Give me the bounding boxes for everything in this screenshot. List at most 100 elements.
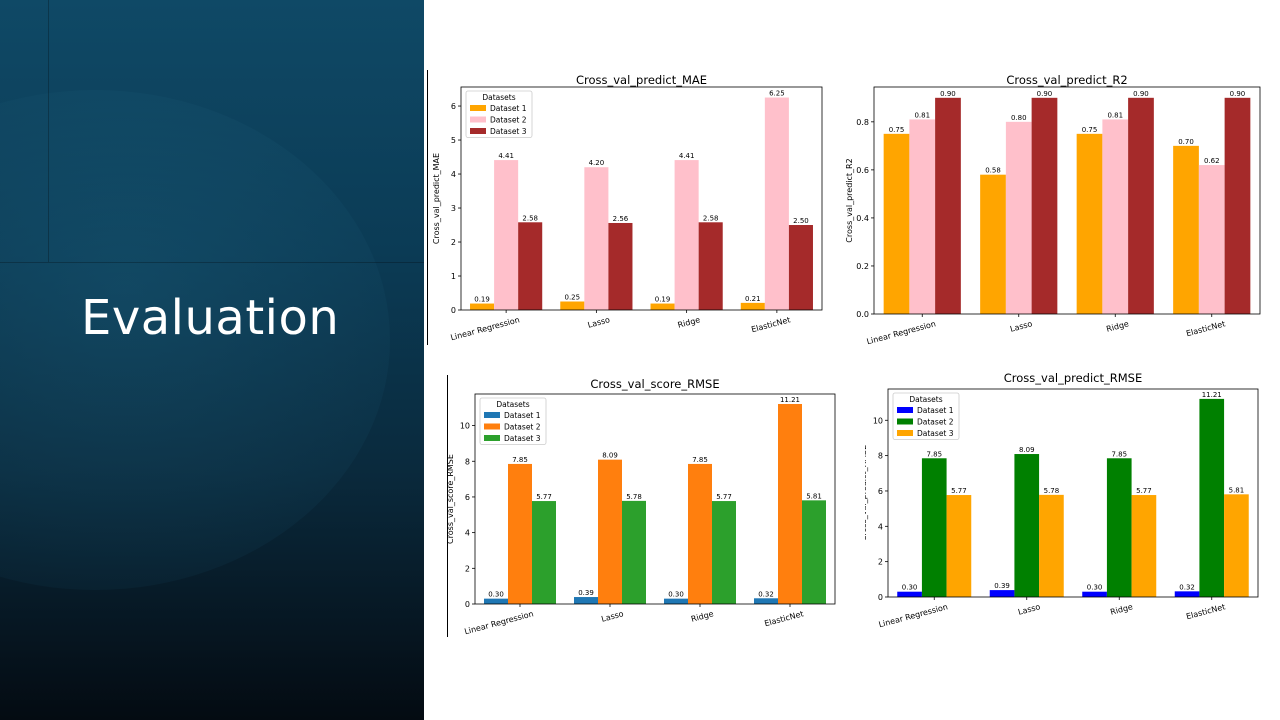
data-label: 5.77 (1136, 487, 1152, 495)
y-axis-label: Cross_val_predict_RMSE (865, 445, 868, 541)
y-tick-label: 6 (465, 493, 470, 502)
x-tick-label: ElasticNet (750, 315, 791, 334)
data-label: 0.21 (745, 295, 761, 303)
slide-title: Evaluation (81, 290, 340, 346)
data-label: 7.85 (692, 456, 708, 464)
x-tick-label: Linear Regression (463, 609, 534, 636)
y-tick-label: 0.2 (856, 262, 869, 271)
bar (1039, 494, 1064, 597)
data-label: 0.19 (474, 296, 490, 304)
data-label: 2.58 (522, 214, 538, 222)
data-label: 2.50 (793, 217, 809, 225)
data-label: 0.90 (1133, 90, 1149, 98)
chart-title: Cross_val_predict_MAE (576, 73, 707, 87)
bar (1173, 145, 1199, 314)
data-label: 0.30 (488, 591, 504, 599)
data-label: 0.39 (578, 589, 594, 597)
data-label: 0.30 (668, 591, 684, 599)
chart-divider (447, 375, 448, 637)
data-label: 5.81 (806, 492, 822, 500)
x-tick-label: Lasso (1017, 602, 1041, 617)
y-tick-label: 0.8 (856, 118, 869, 127)
data-label: 5.81 (1229, 486, 1245, 494)
bar (1199, 398, 1225, 597)
x-tick-label: Linear Regression (878, 602, 949, 629)
data-label: 5.77 (716, 493, 732, 501)
bar (946, 495, 972, 597)
chart-title: Cross_val_score_RMSE (590, 377, 719, 391)
bar (788, 225, 813, 310)
bar (1198, 165, 1225, 314)
legend-box (892, 392, 960, 440)
chart-title: Cross_val_predict_R2 (1006, 73, 1127, 87)
y-tick-label: 2 (451, 238, 456, 247)
bar (508, 463, 532, 604)
r2-chart: Cross_val_predict_R2 Cross_val_predict_R2… (840, 70, 1270, 352)
data-label: 0.90 (940, 90, 956, 98)
y-tick-label: 8 (878, 452, 883, 461)
legend-label: Dataset 1 (490, 104, 527, 113)
data-label: 5.77 (536, 493, 552, 501)
y-tick-label: 4 (878, 522, 883, 531)
bar (989, 590, 1015, 597)
bar (698, 222, 723, 310)
bar (980, 174, 1006, 314)
decorative-line (48, 0, 49, 262)
bar (754, 598, 778, 604)
data-label: 8.09 (1019, 446, 1035, 454)
legend-label: Dataset 3 (490, 127, 527, 136)
y-tick-label: 0 (451, 306, 456, 315)
x-tick-label: ElasticNet (1185, 319, 1226, 338)
legend-title: Datasets (496, 400, 529, 409)
legend-swatch (484, 435, 500, 441)
legend-label: Dataset 2 (490, 116, 527, 125)
data-label: 0.81 (1107, 111, 1123, 119)
x-tick-label: Ridge (1105, 319, 1129, 334)
bar (598, 459, 622, 604)
legend-label: Dataset 3 (504, 434, 541, 443)
bar (712, 501, 736, 604)
bar (1128, 97, 1154, 314)
data-label: 7.85 (512, 456, 528, 464)
legend-swatch (470, 105, 486, 111)
data-label: 4.41 (679, 152, 695, 160)
data-label: 0.75 (889, 126, 905, 134)
chart-divider (427, 70, 428, 345)
data-label: 0.58 (985, 167, 1001, 175)
bar (688, 463, 712, 604)
legend-swatch (484, 412, 500, 418)
bar (1131, 495, 1157, 597)
data-label: 0.90 (1230, 90, 1246, 98)
predict-rmse-chart: Cross_val_predict_RMSE Cross_val_predict_… (865, 368, 1265, 638)
legend-swatch (484, 423, 500, 430)
bar (883, 133, 910, 314)
x-tick-label: Ridge (690, 609, 714, 624)
data-label: 0.32 (1179, 583, 1195, 591)
data-label: 2.58 (703, 214, 719, 222)
y-tick-label: 4 (451, 170, 456, 179)
y-tick-label: 0.6 (856, 166, 869, 175)
plot-frame (887, 388, 1259, 598)
plot-frame (460, 86, 823, 311)
y-axis-label: Cross_val_predict_MAE (432, 153, 441, 244)
bar (1031, 97, 1058, 314)
y-tick-label: 3 (451, 204, 456, 213)
data-label: 0.32 (758, 590, 774, 598)
x-tick-label: ElasticNet (1185, 602, 1226, 621)
bar (664, 598, 688, 604)
legend-swatch (897, 407, 913, 413)
legend-swatch (897, 418, 913, 425)
data-label: 5.77 (951, 487, 967, 495)
y-tick-label: 4 (465, 529, 470, 538)
x-tick-label: Ridge (677, 315, 701, 330)
bar (584, 167, 609, 310)
y-tick-label: 10 (873, 416, 883, 425)
bar (1014, 454, 1040, 597)
data-label: 2.56 (613, 215, 629, 223)
x-tick-label: Linear Regression (450, 315, 521, 342)
y-tick-label: 5 (451, 136, 456, 145)
y-tick-label: 0 (878, 593, 883, 602)
bar (560, 301, 585, 310)
bar (532, 501, 556, 604)
data-label: 0.25 (565, 294, 581, 302)
